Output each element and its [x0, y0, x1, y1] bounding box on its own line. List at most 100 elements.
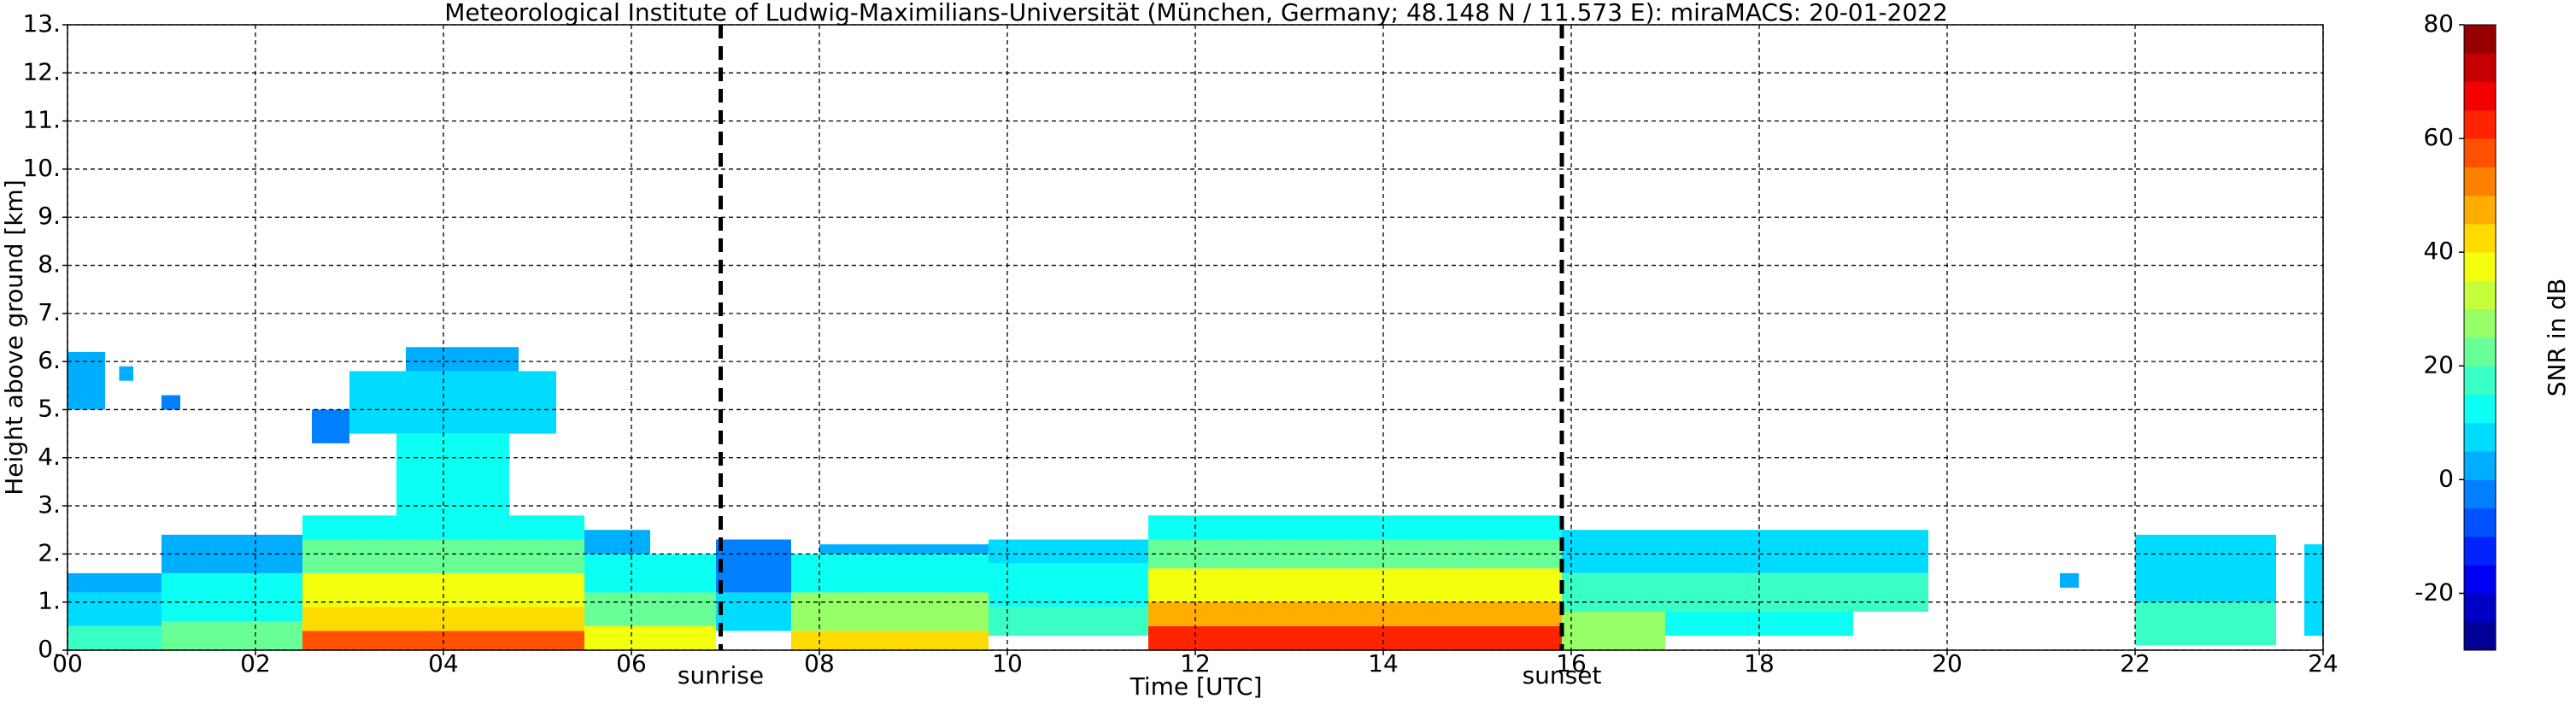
y-tick-label: 10.	[22, 154, 61, 182]
y-tick-label: 4.	[38, 443, 61, 471]
y-tick-label: 13.	[22, 9, 61, 38]
echo-cell	[1148, 625, 1562, 650]
echo-cell	[584, 625, 716, 650]
colorbar-tick-label: 60	[2423, 123, 2454, 151]
colorbar-segment	[2464, 252, 2496, 281]
colorbar-segment	[2464, 81, 2496, 111]
y-tick-label: 8.	[38, 250, 61, 279]
colorbar-segment	[2464, 394, 2496, 424]
x-tick-label: 12	[1180, 649, 1211, 678]
y-tick-label: 6.	[38, 346, 61, 374]
colorbar-segment	[2464, 195, 2496, 225]
colorbar-segment	[2464, 280, 2496, 310]
echo-cell	[989, 607, 1148, 637]
echo-cell	[2304, 544, 2323, 637]
echo-cell	[584, 554, 716, 593]
colorbar-segment	[2464, 53, 2496, 83]
echo-cell	[1148, 515, 1562, 540]
echo-cell	[67, 625, 161, 650]
colorbar-segment	[2464, 167, 2496, 197]
colorbar-tick-label: 0	[2438, 464, 2454, 492]
echo-cell	[1148, 568, 1562, 602]
echo-cell	[161, 621, 302, 650]
y-tick-label: 12.	[22, 57, 61, 85]
x-tick-label: 22	[2120, 649, 2151, 678]
colorbar-tick-label: -20	[2415, 578, 2454, 606]
x-tick-label: 08	[804, 649, 835, 678]
echo-cell	[406, 347, 519, 372]
colorbar-segment	[2464, 138, 2496, 167]
echo-cell	[349, 371, 556, 434]
echo-cell	[396, 433, 509, 516]
echo-cell	[1562, 530, 1928, 573]
echo-cell	[2060, 572, 2079, 588]
echo-cell	[312, 409, 349, 443]
colorbar-tick-label: 20	[2423, 350, 2454, 378]
colorbar-tick-label: 40	[2423, 237, 2454, 265]
colorbar-segment	[2464, 621, 2496, 651]
chart-title: Meteorological Institute of Ludwig-Maxim…	[444, 0, 1948, 26]
x-tick-label: 02	[240, 649, 271, 678]
colorbar-segment	[2464, 25, 2496, 54]
marker-label: sunset	[1523, 661, 1602, 689]
echo-cell	[584, 530, 650, 554]
colorbar-segment	[2464, 337, 2496, 367]
echo-cell	[584, 592, 716, 626]
colorbar-segment	[2464, 507, 2496, 537]
y-tick-label: 7.	[38, 298, 61, 326]
x-tick-label: 14	[1368, 649, 1399, 678]
x-tick-label: 18	[1744, 649, 1775, 678]
echo-cell	[716, 539, 791, 593]
colorbar-segment	[2464, 223, 2496, 253]
colorbar-segment	[2464, 536, 2496, 566]
x-tick-label: 04	[428, 649, 459, 678]
colorbar-label: SNR in dB	[2543, 279, 2571, 396]
echo-cell	[1148, 601, 1562, 626]
y-tick-label: 1.	[38, 587, 61, 615]
echo-cell	[791, 592, 989, 631]
echo-cell	[791, 631, 989, 650]
colorbar-segment	[2464, 109, 2496, 139]
echo-cell	[67, 592, 161, 626]
plot-frame	[67, 24, 2324, 651]
echo-cell	[1665, 611, 1853, 637]
colorbar-segment	[2464, 479, 2496, 509]
echo-cell	[2135, 601, 2276, 646]
y-tick-label: 0.	[38, 635, 61, 663]
echo-cell	[989, 539, 1148, 564]
y-tick-label: 5.	[38, 394, 61, 422]
y-tick-label: 9.	[38, 202, 61, 230]
echo-cell	[989, 563, 1148, 607]
echo-cell	[119, 366, 133, 381]
echo-cell	[1562, 611, 1665, 650]
x-tick-label: 10	[992, 649, 1023, 678]
x-tick-label: 00	[52, 649, 83, 678]
y-axis-label: Height above ground [km]	[0, 179, 28, 496]
x-axis-label: Time [UTC]	[1130, 672, 1263, 701]
colorbar-segment	[2464, 451, 2496, 480]
echo-cell	[67, 351, 105, 410]
colorbar-tick-label: 80	[2423, 9, 2454, 38]
x-tick-label: 16	[1556, 649, 1587, 678]
colorbar-segment	[2464, 565, 2496, 594]
colorbar-segment	[2464, 422, 2496, 452]
y-tick-label: 2.	[38, 538, 61, 566]
echo-cell	[2135, 534, 2276, 602]
echo-cell	[791, 554, 989, 593]
colorbar-segment	[2464, 593, 2496, 623]
echo-cell	[161, 572, 302, 622]
y-tick-label: 11.	[22, 106, 61, 134]
echo-cell	[716, 592, 791, 631]
x-tick-label: 06	[616, 649, 647, 678]
marker-label: sunrise	[678, 661, 764, 689]
echo-cell	[67, 572, 161, 593]
echo-cell	[819, 544, 989, 554]
colorbar-segment	[2464, 366, 2496, 396]
colorbar-frame	[2463, 24, 2497, 651]
x-tick-label: 24	[2308, 649, 2338, 678]
echo-cell	[161, 395, 180, 410]
echo-cell	[1562, 572, 1928, 612]
y-tick-label: 3.	[38, 490, 61, 519]
colorbar-segment	[2464, 308, 2496, 338]
